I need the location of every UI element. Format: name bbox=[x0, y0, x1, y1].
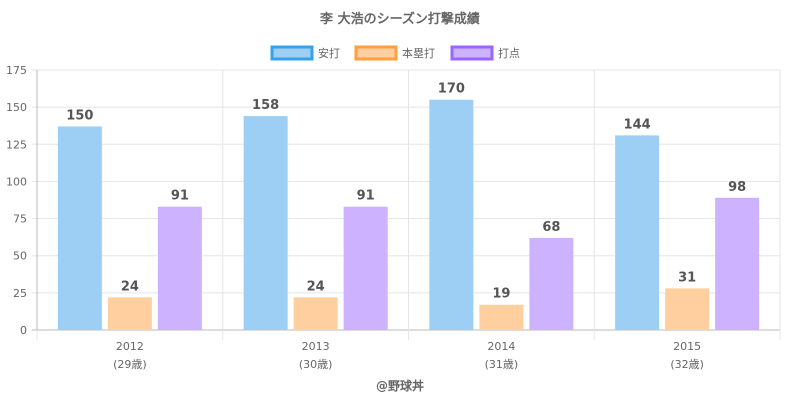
bar-安打 bbox=[243, 116, 288, 330]
x-axis-labels: 2012 (29歳) 2013 (30歳) 2014 (31歳) 2015 (32歳) bbox=[113, 340, 704, 371]
data-label: 144 bbox=[624, 117, 651, 132]
bar-安打 bbox=[57, 126, 102, 330]
bar-安打 bbox=[429, 99, 474, 330]
data-label: 19 bbox=[492, 287, 510, 302]
legend: 安打 本塁打 打点 bbox=[270, 45, 520, 61]
x-tick-sublabel: (32歳) bbox=[670, 358, 704, 371]
bar-打点 bbox=[157, 206, 202, 330]
data-label: 170 bbox=[438, 82, 465, 97]
bar-打点 bbox=[343, 206, 388, 330]
legend-swatch bbox=[270, 45, 314, 61]
legend-label: 打点 bbox=[498, 46, 520, 60]
y-tick-label: 150 bbox=[6, 101, 27, 114]
y-tick-label: 125 bbox=[6, 138, 27, 151]
data-label: 91 bbox=[357, 189, 375, 204]
x-tick-sublabel: (29歳) bbox=[113, 358, 147, 371]
legend-swatch bbox=[450, 45, 494, 61]
data-label: 91 bbox=[171, 189, 189, 204]
bar-本塁打 bbox=[107, 297, 152, 330]
bar-本塁打 bbox=[293, 297, 338, 330]
x-tick-label: 2014 bbox=[487, 340, 515, 353]
x-tick-label: 2013 bbox=[302, 340, 330, 353]
y-tick-label: 175 bbox=[6, 64, 27, 77]
y-tick-label: 75 bbox=[13, 213, 27, 226]
data-label: 150 bbox=[66, 108, 93, 123]
legend-swatch bbox=[354, 45, 398, 61]
y-tick-label: 100 bbox=[6, 175, 27, 188]
x-tick-sublabel: (31歳) bbox=[485, 358, 519, 371]
bar-打点 bbox=[529, 237, 574, 330]
bar-安打 bbox=[615, 135, 660, 330]
bar-本塁打 bbox=[479, 304, 524, 330]
data-label: 24 bbox=[307, 279, 325, 294]
bar-本塁打 bbox=[665, 288, 710, 330]
footer-credit: @野球丼 bbox=[376, 378, 424, 393]
bars: 150 24 91 158 24 91 170 19 68 144 31 98 bbox=[57, 82, 760, 330]
y-tick-label: 25 bbox=[13, 287, 27, 300]
data-label: 158 bbox=[252, 98, 279, 113]
legend-label: 安打 bbox=[318, 46, 340, 60]
data-label: 98 bbox=[728, 180, 746, 195]
data-label: 24 bbox=[121, 279, 139, 294]
data-label: 68 bbox=[542, 220, 560, 235]
chart-title: 李 大浩のシーズン打撃成績 bbox=[319, 11, 480, 27]
x-tick-label: 2012 bbox=[116, 340, 144, 353]
x-tick-sublabel: (30歳) bbox=[299, 358, 333, 371]
data-label: 31 bbox=[678, 270, 696, 285]
y-tick-label: 0 bbox=[20, 324, 27, 337]
y-tick-label: 50 bbox=[13, 250, 27, 263]
x-tick-label: 2015 bbox=[673, 340, 701, 353]
bar-打点 bbox=[715, 197, 760, 330]
legend-label: 本塁打 bbox=[402, 46, 435, 60]
